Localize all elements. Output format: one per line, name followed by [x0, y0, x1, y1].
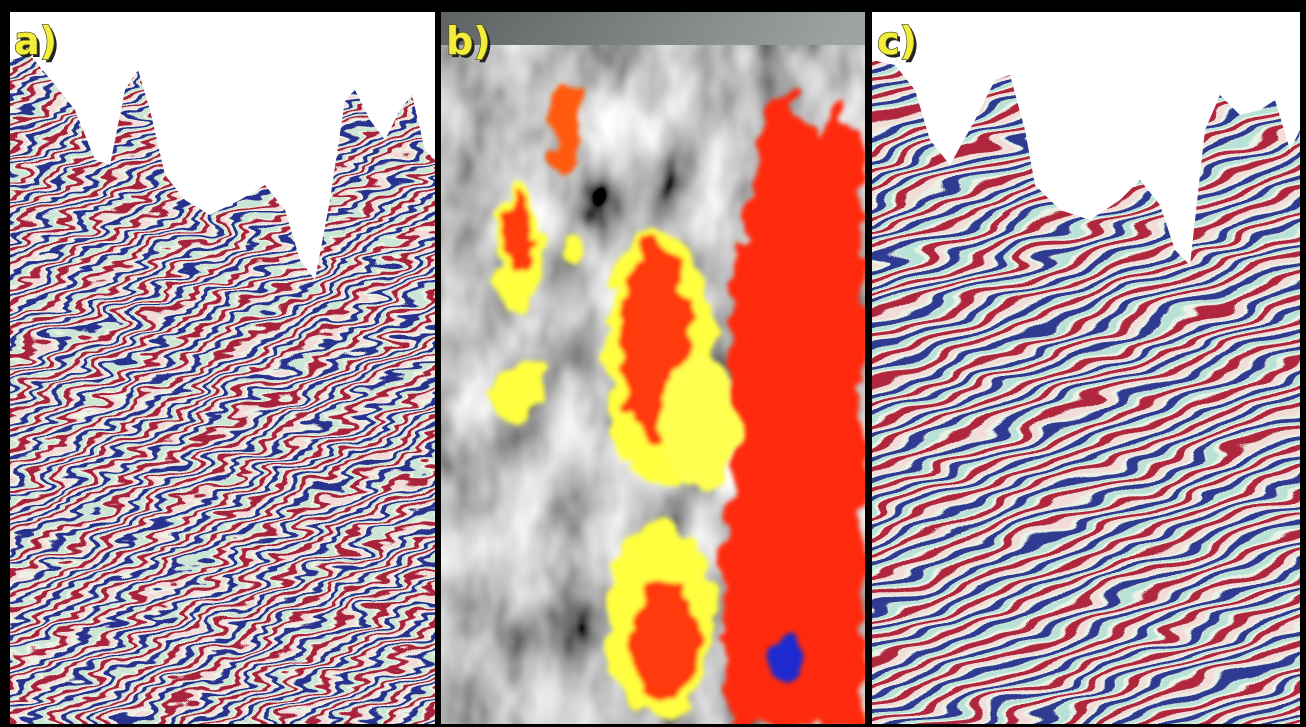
panel-a: [0, 0, 480, 727]
page: a)a)b)b)c)c) (() => { const data = JSON.…: [0, 0, 1306, 727]
figure: a)a)b)b)c)c): [0, 0, 1306, 727]
panel-label: a): [14, 19, 57, 63]
panel-b: [441, 12, 865, 727]
panel-label: b): [446, 19, 491, 63]
panel-c: [820, 0, 1306, 727]
panel-label: c): [877, 19, 917, 63]
blue-spot: [767, 635, 803, 685]
